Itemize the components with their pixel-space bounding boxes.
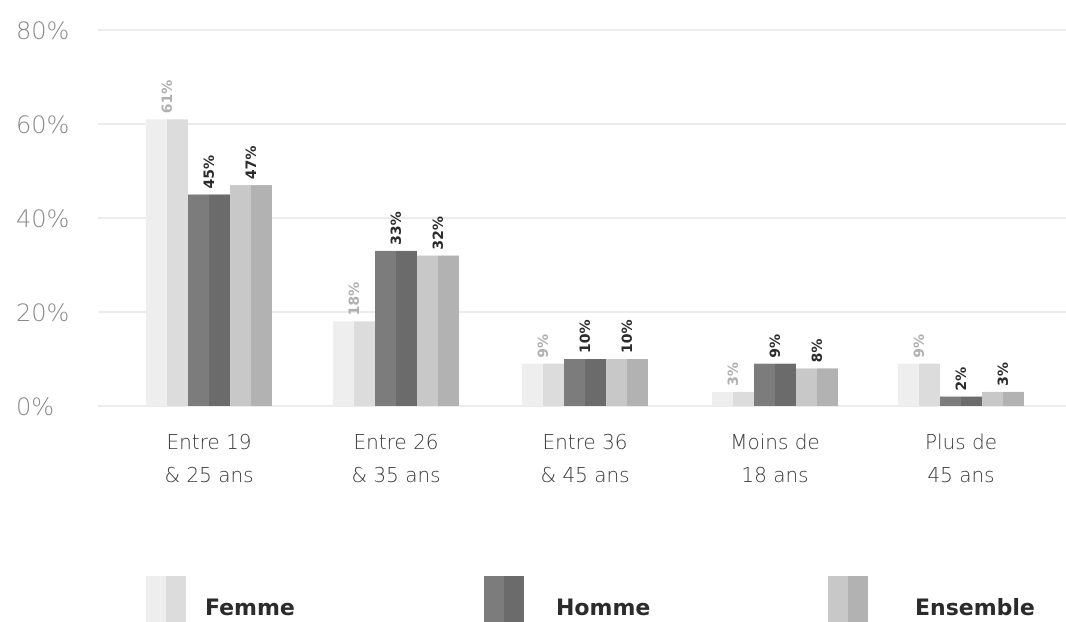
bar-half <box>919 363 940 406</box>
bar-half <box>522 363 543 406</box>
data-label: 9% <box>536 334 552 358</box>
bar-half <box>712 391 733 406</box>
bar-half <box>396 250 417 406</box>
bar-half <box>333 321 354 406</box>
legend-swatch <box>848 576 868 622</box>
y-axis-ticks: 0% 20% 40% 60% 80% <box>16 17 69 421</box>
legend-label: Femme <box>205 596 295 621</box>
data-label: 9% <box>768 334 784 358</box>
bar <box>754 363 796 406</box>
bar <box>188 194 230 406</box>
bar <box>375 250 417 406</box>
legend-swatch <box>504 576 524 622</box>
bar <box>417 255 459 406</box>
data-label: 10% <box>620 319 636 353</box>
data-label: 33% <box>389 211 405 245</box>
bar-half <box>543 363 564 406</box>
bar <box>712 391 754 406</box>
legend: Femme Homme Ensemble <box>146 576 1035 622</box>
data-label: 10% <box>578 319 594 353</box>
bar-half <box>146 119 167 407</box>
bar-half <box>251 185 272 406</box>
legend-swatch <box>828 576 848 622</box>
y-tick-label: 80% <box>16 17 69 45</box>
data-label: 8% <box>810 339 826 363</box>
category-label: Plus de 45 ans <box>925 430 997 487</box>
bar-half <box>606 359 627 406</box>
category-label: Entre 26 & 35 ans <box>351 430 440 487</box>
legend-swatch <box>484 576 504 622</box>
bar-half <box>585 359 606 406</box>
y-tick-label: 20% <box>16 299 69 327</box>
data-label: 2% <box>954 367 970 391</box>
bar <box>230 185 272 406</box>
bar-half <box>230 185 251 406</box>
data-label: 3% <box>726 362 742 386</box>
data-label: 32% <box>431 216 447 250</box>
x-axis-categories: Entre 19 & 25 ans Entre 26 & 35 ans Entre 36… <box>164 430 997 487</box>
legend-label: Ensemble <box>915 596 1035 621</box>
legend-swatch <box>146 576 166 622</box>
bar-half <box>898 363 919 406</box>
category-label: Moins de 18 ans <box>730 430 820 487</box>
bar <box>522 363 564 406</box>
bar <box>940 396 982 406</box>
legend-item: Ensemble <box>828 576 1035 622</box>
bar <box>333 321 375 406</box>
bar-half <box>438 255 459 406</box>
bar-half <box>188 194 209 406</box>
legend-item: Femme <box>146 576 295 622</box>
bar <box>796 368 838 406</box>
bar-half <box>627 359 648 406</box>
bar <box>146 119 188 407</box>
bar-half <box>375 250 396 406</box>
data-labels: 61% 18% 9% 3% 9% 45% 33% 10% 9% 2% 47% 32% 10% 8% 3% <box>160 80 1012 391</box>
bar-half <box>733 391 754 406</box>
category-label: Entre 19 & 25 ans <box>164 430 253 487</box>
bars <box>146 119 1024 407</box>
y-tick-label: 60% <box>16 111 69 139</box>
bar-half <box>754 363 775 406</box>
bar-half <box>167 119 188 407</box>
category-label: Entre 36 & 45 ans <box>540 430 629 487</box>
bar <box>606 359 648 406</box>
data-label: 47% <box>244 146 260 180</box>
bar-half <box>961 396 982 406</box>
bar-half <box>564 359 585 406</box>
data-label: 61% <box>160 80 176 114</box>
bar-half <box>817 368 838 406</box>
legend-label: Homme <box>556 596 650 621</box>
legend-item: Homme <box>484 576 650 622</box>
bar <box>898 363 940 406</box>
data-label: 45% <box>202 155 218 189</box>
bar-half <box>354 321 375 406</box>
bar-half <box>417 255 438 406</box>
y-tick-label: 0% <box>16 393 54 421</box>
y-tick-label: 40% <box>16 205 69 233</box>
bar-half <box>796 368 817 406</box>
bar-half <box>1003 391 1024 406</box>
bar-half <box>775 363 796 406</box>
data-label: 18% <box>347 282 363 316</box>
data-label: 9% <box>912 334 928 358</box>
bar-half <box>982 391 1003 406</box>
legend-swatch <box>166 576 186 622</box>
bar-half <box>209 194 230 406</box>
bar <box>564 359 606 406</box>
data-label: 3% <box>996 362 1012 386</box>
bar <box>982 391 1024 406</box>
bar-half <box>940 396 961 406</box>
